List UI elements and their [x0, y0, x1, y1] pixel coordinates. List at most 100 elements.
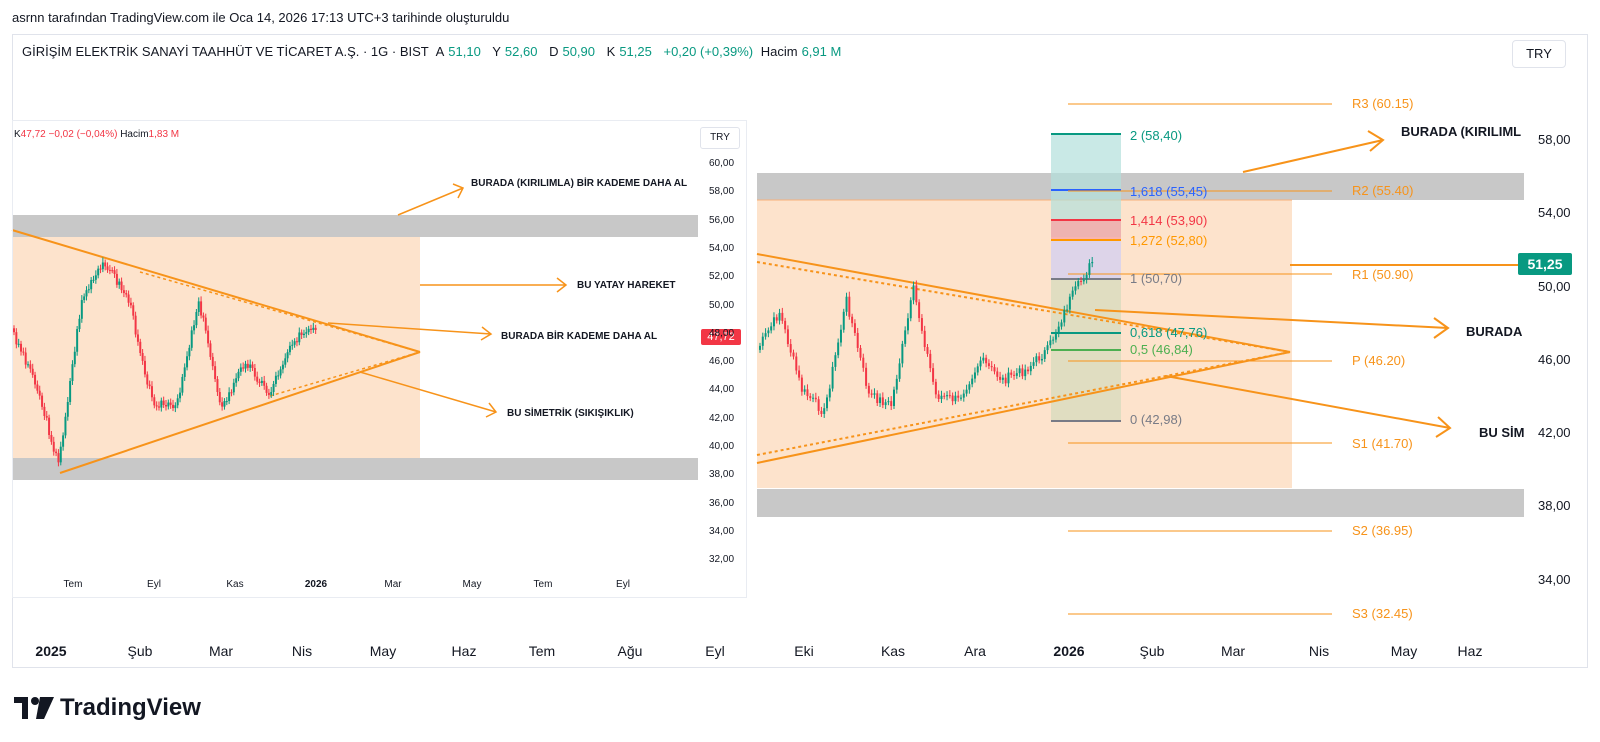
candle-body [64, 416, 67, 436]
candle-body [232, 382, 235, 393]
candle-body [94, 275, 97, 280]
candle-body [1010, 372, 1013, 375]
candle-body [279, 369, 282, 376]
inset-triangle-upper [11, 229, 421, 353]
candle-body [146, 374, 149, 385]
candle-body [17, 343, 20, 345]
date-axis-label: Ağu [617, 643, 643, 659]
candle-body [202, 315, 205, 318]
triangle-zone [757, 199, 1292, 488]
inset-price-axis-label: 40,00 [709, 441, 735, 452]
inset-date-axis-label: Tem [63, 579, 83, 590]
candle-body [183, 367, 186, 377]
inset-triangle-lower-dotted [269, 351, 421, 397]
candle-body [946, 395, 949, 397]
candle-body [216, 379, 219, 393]
candle-body [309, 328, 312, 330]
tradingview-logo[interactable]: TradingView [14, 694, 201, 722]
candle-body [118, 281, 121, 285]
candle-body [24, 352, 27, 365]
open-label: A [435, 44, 445, 59]
candle-body [129, 302, 132, 306]
inset-last-price-tag: 47,72 [701, 329, 741, 345]
price-axis-label: 58,00 [1538, 132, 1571, 147]
candle-body [228, 392, 231, 402]
candle-body [165, 404, 167, 407]
candle-body [1066, 309, 1069, 311]
price-axis-label: 38,00 [1538, 498, 1571, 513]
arrow-sym [1165, 375, 1452, 438]
candle-body [122, 290, 125, 294]
date-axis-label: Ara [964, 643, 986, 659]
candle-body [1015, 373, 1018, 376]
candle-body [76, 329, 79, 352]
candle-body [85, 290, 88, 297]
candle-body [1046, 345, 1049, 351]
candle-body [1063, 309, 1066, 323]
candle-body [895, 378, 898, 390]
close-value: 51,25 [619, 44, 652, 59]
candle-body [973, 372, 976, 379]
candle-body [305, 332, 308, 334]
currency-button[interactable]: TRY [1512, 40, 1566, 68]
candle-body [48, 417, 51, 435]
candle-body [971, 378, 974, 385]
price-axis-label: 34,00 [1538, 572, 1571, 587]
inset-price-axis-label: 46,00 [709, 356, 735, 368]
candle-body [155, 405, 158, 407]
inset-arrow-buy [327, 322, 493, 341]
inset-price-axis-label: 52,00 [709, 271, 735, 283]
candle-body [879, 397, 882, 404]
arrow-buy [1094, 309, 1450, 339]
candle-body [132, 305, 135, 316]
triangle-lower-dotted [756, 351, 1291, 456]
tradingview-logo-icon [14, 697, 54, 719]
candle-body [108, 269, 111, 271]
date-axis-label: Eki [794, 643, 814, 659]
inset-chart-frame [12, 120, 747, 598]
fib-level-label: 0,5 (46,84) [1130, 342, 1193, 357]
candle-body [38, 390, 41, 396]
candle-body [789, 344, 792, 353]
candle-body [169, 402, 172, 405]
candle-body [101, 262, 104, 270]
fib-level-label: 2 (58,40) [1130, 128, 1183, 143]
pivot-label: S2 (36.95) [1352, 523, 1413, 538]
candle-body [104, 262, 107, 267]
date-axis-label: Nis [291, 643, 313, 659]
candle-body [812, 397, 815, 399]
candle-body [764, 333, 767, 337]
candle-body [990, 366, 993, 368]
date-axis-label: Tem [528, 643, 556, 659]
inset-currency-button[interactable]: TRY [700, 127, 740, 149]
candle-body [823, 408, 826, 414]
inset-zone [12, 237, 420, 459]
candle-body [134, 315, 137, 335]
pivot-label: R1 (50.90) [1352, 267, 1414, 282]
candle-body [190, 330, 193, 348]
inset-date-axis-label: Mar [384, 579, 402, 590]
annotation-buy: BURADA [1466, 324, 1523, 339]
date-axis-label: Mar [208, 643, 234, 659]
candle-body [172, 404, 175, 409]
candle-body [867, 385, 870, 394]
candle-body [784, 320, 787, 330]
inset-price-axis-label: 32,00 [709, 554, 735, 566]
candle-body [265, 385, 268, 393]
candle-body [111, 270, 114, 272]
date-axis-label: Haz [1457, 643, 1483, 659]
candle-body [1024, 369, 1027, 377]
candle-body [962, 393, 965, 398]
high-value: 52,60 [504, 44, 538, 59]
candle-body [113, 270, 116, 274]
symbol-name[interactable]: GİRİŞİM ELEKTRİK SANAYİ TAAHHÜT VE TİCAR… [22, 44, 429, 59]
candle-body [853, 323, 856, 333]
candle-body [775, 317, 778, 321]
candle-body [162, 400, 165, 405]
inset-change-value: −0,02 (−0,04%) [48, 129, 118, 140]
candle-body [904, 330, 907, 344]
candle-body [27, 364, 30, 366]
annotation-sym: BU SİM [1479, 425, 1525, 440]
candle-body [982, 357, 985, 361]
